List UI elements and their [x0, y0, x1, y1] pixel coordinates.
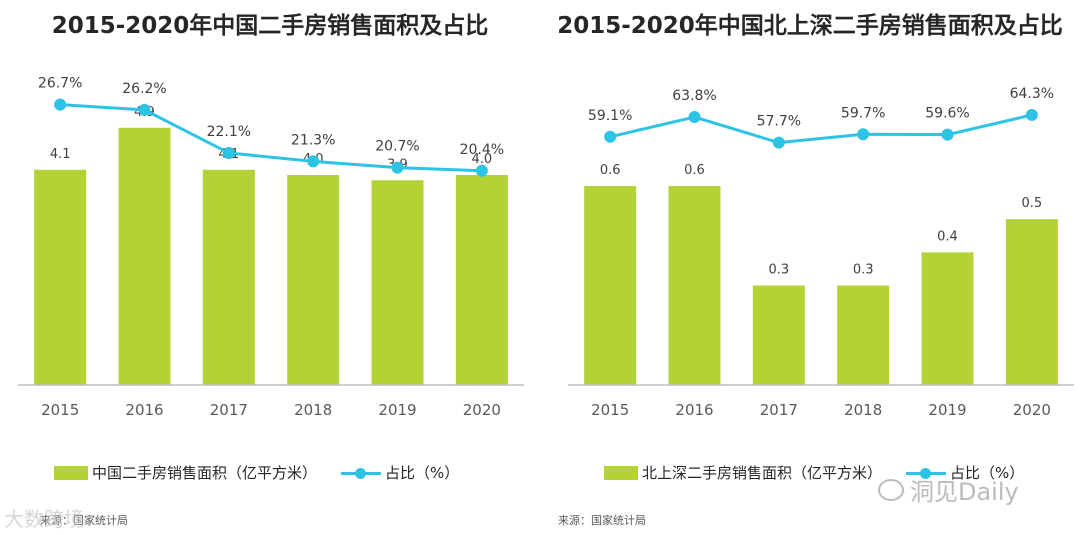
bar-value-label: 0.4	[937, 229, 958, 244]
bar-2016	[668, 186, 721, 385]
source-note: 来源：国家统计局	[40, 514, 128, 527]
watermark-left: 大数跨境	[4, 507, 84, 531]
source-note: 来源：国家统计局	[558, 514, 646, 527]
chart-title: 2015-2020年中国二手房销售面积及占比	[51, 13, 489, 39]
share-value-label: 59.1%	[588, 108, 632, 124]
share-point	[391, 161, 404, 174]
x-tick-label: 2018	[294, 401, 332, 419]
bar-value-label: 0.3	[768, 263, 789, 278]
x-tick-label: 2016	[675, 401, 713, 419]
share-value-label: 59.6%	[925, 106, 969, 122]
legend-bar-label: 北上深二手房销售面积（亿平方米）	[642, 464, 883, 482]
share-value-label: 20.4%	[460, 142, 504, 158]
watermark-right-text: 洞见Daily	[910, 478, 1019, 506]
chart-panel-tier1: 2015-2020年中国北上深二手房销售面积及占比 0.6 0.6 0.3 0.3 0.…	[540, 0, 1080, 535]
bar-value-label: 0.5	[1021, 196, 1042, 211]
bar-2020	[1005, 219, 1058, 385]
legend-bar-swatch	[604, 465, 638, 480]
share-point	[772, 136, 785, 149]
legend-line-swatch	[906, 466, 947, 480]
share-value-label: 59.7%	[841, 105, 885, 121]
share-point	[1025, 108, 1038, 121]
legend-line-swatch	[341, 466, 382, 480]
x-tick-label: 2016	[125, 401, 163, 419]
bar-2020	[455, 175, 508, 385]
bar-2015	[584, 186, 637, 385]
x-tick-label: 2015	[591, 401, 629, 419]
x-tick-label: 2019	[378, 401, 416, 419]
chart-tier1: 0.6 0.6 0.3 0.3 0.4 0.5 2015 2016 2017 2018 2019 20…	[568, 86, 1074, 419]
share-point	[857, 128, 870, 141]
bar-2015	[34, 169, 87, 385]
share-point	[307, 155, 320, 168]
share-point	[54, 98, 67, 111]
share-value-label: 26.7%	[38, 76, 82, 92]
chart-title: 2015-2020年中国北上深二手房销售面积及占比	[557, 13, 1063, 39]
bar-2019	[371, 180, 424, 385]
share-value-label: 22.1%	[207, 124, 251, 140]
bar-2018	[287, 175, 340, 385]
x-tick-label: 2018	[844, 401, 882, 419]
bar-value-label: 4.1	[50, 147, 71, 162]
share-value-label: 64.3%	[1010, 86, 1054, 102]
bar-2017	[752, 285, 805, 385]
watermark-right: 洞见Daily	[878, 472, 1019, 507]
wechat-icon	[878, 478, 904, 501]
share-point	[222, 146, 235, 159]
share-value-label: 26.2%	[122, 81, 166, 97]
x-tick-label: 2017	[210, 401, 248, 419]
legend-line-label: 占比（%）	[950, 464, 1025, 482]
legend-bar-label: 中国二手房销售面积（亿平方米）	[92, 464, 318, 482]
share-point	[941, 128, 954, 141]
legend: 北上深二手房销售面积（亿平方米） 占比（%）	[604, 462, 1024, 483]
share-line	[60, 103, 482, 173]
share-point	[138, 103, 151, 116]
x-tick-label: 2020	[1013, 401, 1051, 419]
bar-value-label: 0.3	[853, 263, 874, 278]
legend-bar-swatch	[54, 465, 88, 480]
share-value-label: 20.7%	[375, 139, 419, 155]
x-tick-label: 2017	[760, 401, 798, 419]
bar-2016	[118, 127, 171, 385]
x-tick-label: 2020	[463, 401, 501, 419]
legend-line-label: 占比（%）	[385, 464, 460, 482]
share-value-label: 21.3%	[291, 132, 335, 148]
bar-value-label: 0.6	[600, 163, 621, 178]
bar-2017	[202, 169, 255, 385]
legend: 中国二手房销售面积（亿平方米） 占比（%）	[54, 462, 459, 483]
bar-value-label: 4.0	[471, 152, 492, 167]
share-point	[604, 130, 617, 143]
bar-2019	[921, 252, 974, 385]
chart-panel-national: 2015-2020年中国二手房销售面积及占比 4.14.94.14.03.94.…	[18, 13, 524, 527]
share-line	[609, 113, 1033, 145]
x-tick-label: 2015	[41, 401, 79, 419]
share-value-label: 57.7%	[757, 114, 801, 130]
share-point	[475, 164, 488, 177]
bar-2018	[837, 285, 890, 385]
bar-value-label: 0.6	[684, 163, 705, 178]
x-tick-label: 2019	[928, 401, 966, 419]
share-value-label: 63.8%	[672, 88, 716, 104]
share-point	[688, 111, 701, 124]
chart-national: 4.14.94.14.03.94.02015201620172018201920…	[18, 76, 524, 419]
